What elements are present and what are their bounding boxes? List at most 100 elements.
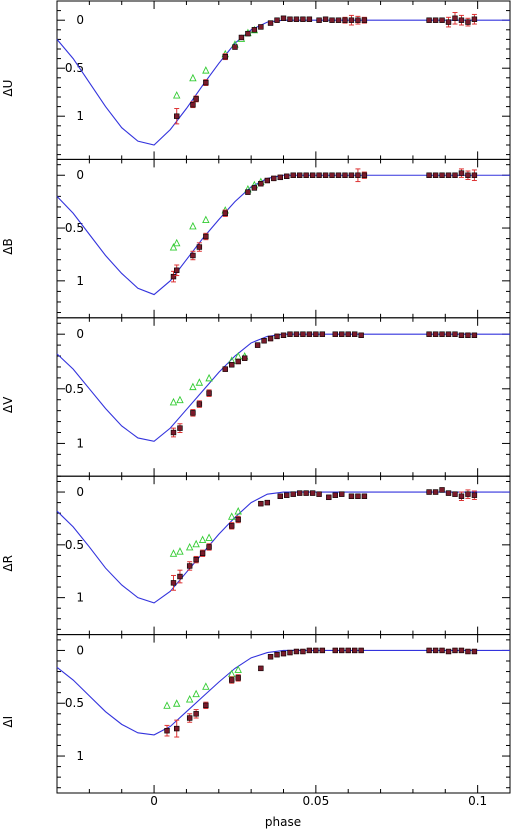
- data-point: [458, 493, 465, 499]
- y-tick-label: 1: [76, 436, 84, 450]
- data-point: [300, 331, 306, 337]
- panel-3: 0 0.5 1 ΔV: [1, 317, 511, 477]
- data-point: [316, 17, 322, 23]
- data-point: [287, 331, 293, 337]
- y-axis-label: ΔU: [1, 80, 15, 97]
- data-point: [432, 647, 439, 654]
- panel-4: 0 0.5 1 ΔR: [1, 475, 511, 636]
- y-tick-label: 0.5: [65, 221, 84, 235]
- data-point: [445, 490, 452, 496]
- data-point: [287, 16, 293, 22]
- open-triangle-point: [205, 533, 213, 541]
- data-point: [193, 711, 199, 717]
- open-triangle-point: [172, 91, 181, 99]
- data-point: [190, 410, 196, 416]
- data-point: [348, 17, 355, 23]
- data-point: [267, 335, 274, 342]
- data-point: [206, 390, 212, 396]
- y-axis-label: ΔR: [1, 555, 15, 572]
- data-point: [465, 19, 471, 25]
- data-point: [432, 331, 439, 337]
- data-point: [203, 79, 209, 86]
- open-triangle-point: [163, 701, 171, 709]
- open-triangle-point: [234, 507, 242, 515]
- data-point: [313, 331, 319, 337]
- data-point: [229, 523, 235, 529]
- data-point: [351, 647, 358, 654]
- open-triangle-point: [185, 695, 194, 703]
- data-point: [332, 647, 338, 654]
- data-point: [254, 342, 261, 348]
- data-point: [264, 177, 271, 184]
- y-tick-label: 0.5: [65, 538, 84, 552]
- data-point: [267, 20, 274, 26]
- data-point: [358, 647, 364, 654]
- data-point: [329, 17, 335, 23]
- data-point: [351, 331, 358, 337]
- data-point: [345, 647, 351, 654]
- data-point: [439, 487, 445, 493]
- x-tick-label: 0.1: [468, 794, 487, 808]
- data-point: [348, 493, 355, 499]
- data-point: [170, 429, 177, 436]
- data-point: [426, 172, 432, 178]
- panel-frame: [56, 0, 511, 160]
- y-tick-label: 0: [76, 485, 84, 499]
- data-point: [293, 16, 300, 22]
- data-point: [361, 17, 368, 23]
- data-point: [355, 17, 361, 23]
- data-point: [190, 101, 196, 108]
- data-point: [319, 647, 326, 654]
- data-point: [355, 172, 361, 178]
- data-point: [258, 180, 264, 187]
- data-point: [271, 175, 277, 182]
- data-point: [471, 492, 478, 498]
- data-point: [452, 172, 458, 178]
- data-point: [222, 210, 228, 216]
- data-point: [316, 491, 322, 497]
- y-tick-label: 1: [76, 109, 84, 123]
- data-point: [229, 362, 235, 368]
- data-point: [306, 647, 313, 654]
- y-axis-label: ΔB: [1, 238, 15, 254]
- y-tick-label: 1: [76, 591, 84, 605]
- data-point: [452, 331, 458, 337]
- y-tick-label: 1: [76, 749, 84, 763]
- data-point: [174, 725, 180, 732]
- data-point: [222, 53, 228, 60]
- data-point: [296, 490, 303, 496]
- data-point: [241, 355, 248, 361]
- panel-1: 0 0.5 1 ΔU: [1, 0, 511, 160]
- data-point: [445, 19, 452, 25]
- open-triangle-point: [202, 215, 210, 224]
- open-triangle-point: [169, 397, 178, 406]
- data-point: [339, 331, 345, 337]
- data-point: [309, 490, 316, 496]
- open-triangle-point: [189, 73, 197, 82]
- data-point: [345, 331, 351, 337]
- open-triangle-point: [189, 382, 197, 391]
- open-triangle-point: [198, 535, 207, 544]
- open-triangle-point: [185, 542, 194, 551]
- open-triangle-point: [192, 539, 200, 548]
- data-point: [458, 332, 465, 338]
- data-point: [290, 491, 296, 497]
- data-point: [348, 172, 355, 178]
- data-point: [235, 358, 241, 365]
- data-point: [445, 172, 452, 178]
- data-point: [471, 16, 478, 22]
- panel-2: 0 0.5 1 ΔB: [1, 158, 511, 319]
- data-point: [193, 96, 199, 102]
- y-tick-label: 0: [76, 327, 84, 341]
- open-triangle-point: [172, 238, 181, 247]
- y-tick-label: 0.5: [65, 696, 84, 710]
- data-point: [439, 331, 445, 337]
- data-point: [452, 491, 458, 497]
- data-point: [274, 333, 280, 340]
- data-point: [445, 331, 452, 337]
- data-point: [426, 17, 432, 23]
- data-point: [193, 556, 199, 563]
- data-point: [426, 331, 432, 337]
- data-point: [332, 492, 338, 498]
- data-point: [339, 647, 345, 654]
